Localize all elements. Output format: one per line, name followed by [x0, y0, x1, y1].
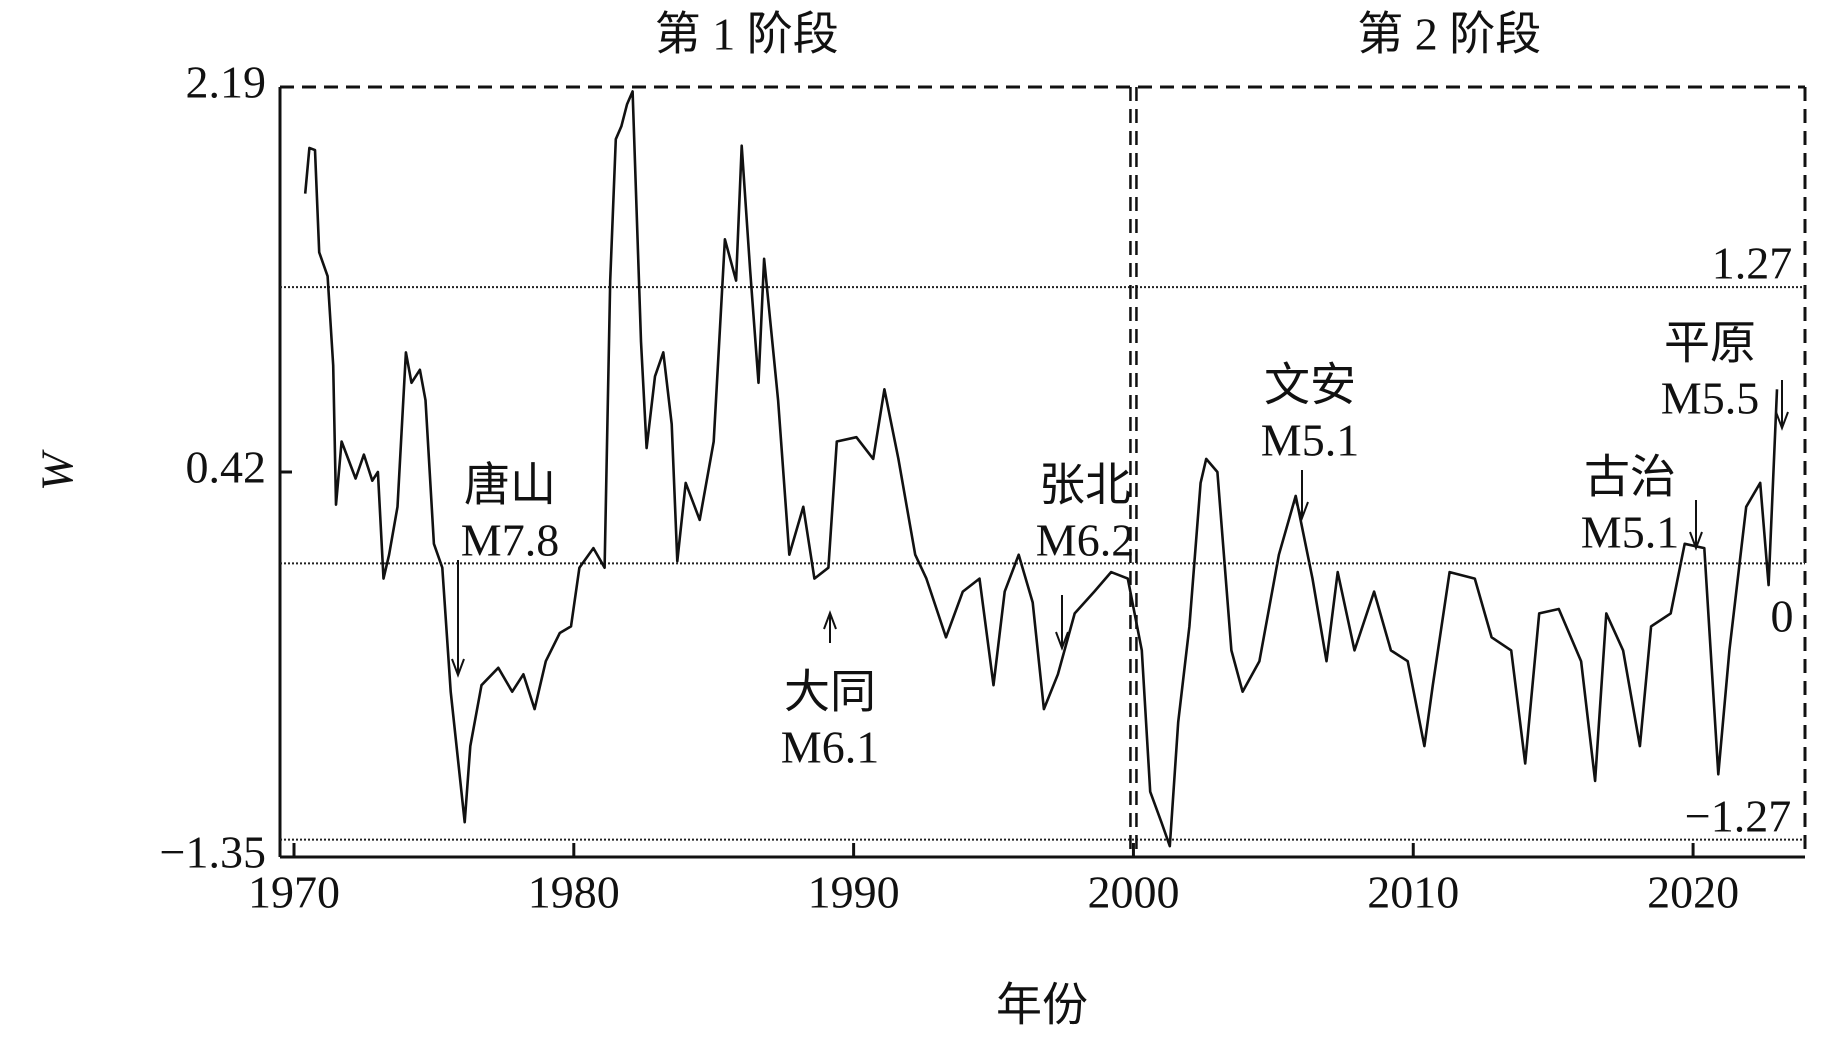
- phase-label: 第 2 阶段: [1357, 9, 1541, 60]
- phase-label: 第 1 阶段: [655, 9, 839, 60]
- y-tick-label: 0.42: [186, 442, 267, 493]
- annotation-arrowhead: [1689, 531, 1703, 551]
- reference-label: −1.27: [1685, 791, 1791, 842]
- annotation-magnitude: M5.1: [1581, 507, 1679, 558]
- reference-label: 1.27: [1712, 238, 1793, 289]
- annotation-arrowhead: [1055, 631, 1069, 651]
- annotation-place: 大同: [784, 667, 876, 718]
- x-tick-label: 2000: [1087, 867, 1179, 918]
- annotation-magnitude: M7.8: [461, 515, 559, 566]
- y-tick-label: 2.19: [186, 57, 267, 108]
- y-axis-label: W: [32, 449, 83, 491]
- annotation-place: 古治: [1584, 452, 1676, 503]
- annotation-magnitude: M5.5: [1661, 373, 1759, 424]
- x-axis-label: 年份: [996, 980, 1088, 1031]
- annotation-place: 文安: [1264, 360, 1356, 411]
- annotation-place: 唐山: [464, 460, 556, 511]
- annotation-magnitude: M5.1: [1261, 415, 1359, 466]
- x-tick-label: 1970: [248, 867, 340, 918]
- annotation-magnitude: M6.1: [781, 722, 879, 773]
- annotation-arrowhead: [1775, 411, 1789, 431]
- x-tick-label: 1980: [528, 867, 620, 918]
- annotation-arrowhead: [1295, 501, 1309, 521]
- y-tick-label: −1.35: [160, 827, 266, 878]
- annotation-arrowhead: [823, 610, 837, 630]
- annotation-arrowhead: [451, 658, 465, 678]
- x-tick-label: 2010: [1367, 867, 1459, 918]
- annotation-magnitude: M6.2: [1036, 515, 1134, 566]
- x-tick-label: 1990: [808, 867, 900, 918]
- x-tick-label: 2020: [1647, 867, 1739, 918]
- data-line: [303, 90, 1779, 848]
- annotation-place: 平原: [1664, 318, 1756, 369]
- reference-label: 0: [1771, 591, 1794, 642]
- annotation-place: 张北: [1039, 460, 1131, 511]
